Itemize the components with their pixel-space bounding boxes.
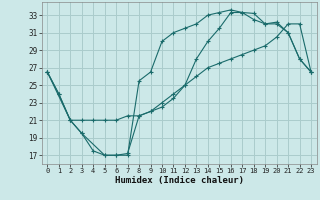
X-axis label: Humidex (Indice chaleur): Humidex (Indice chaleur) [115, 176, 244, 185]
